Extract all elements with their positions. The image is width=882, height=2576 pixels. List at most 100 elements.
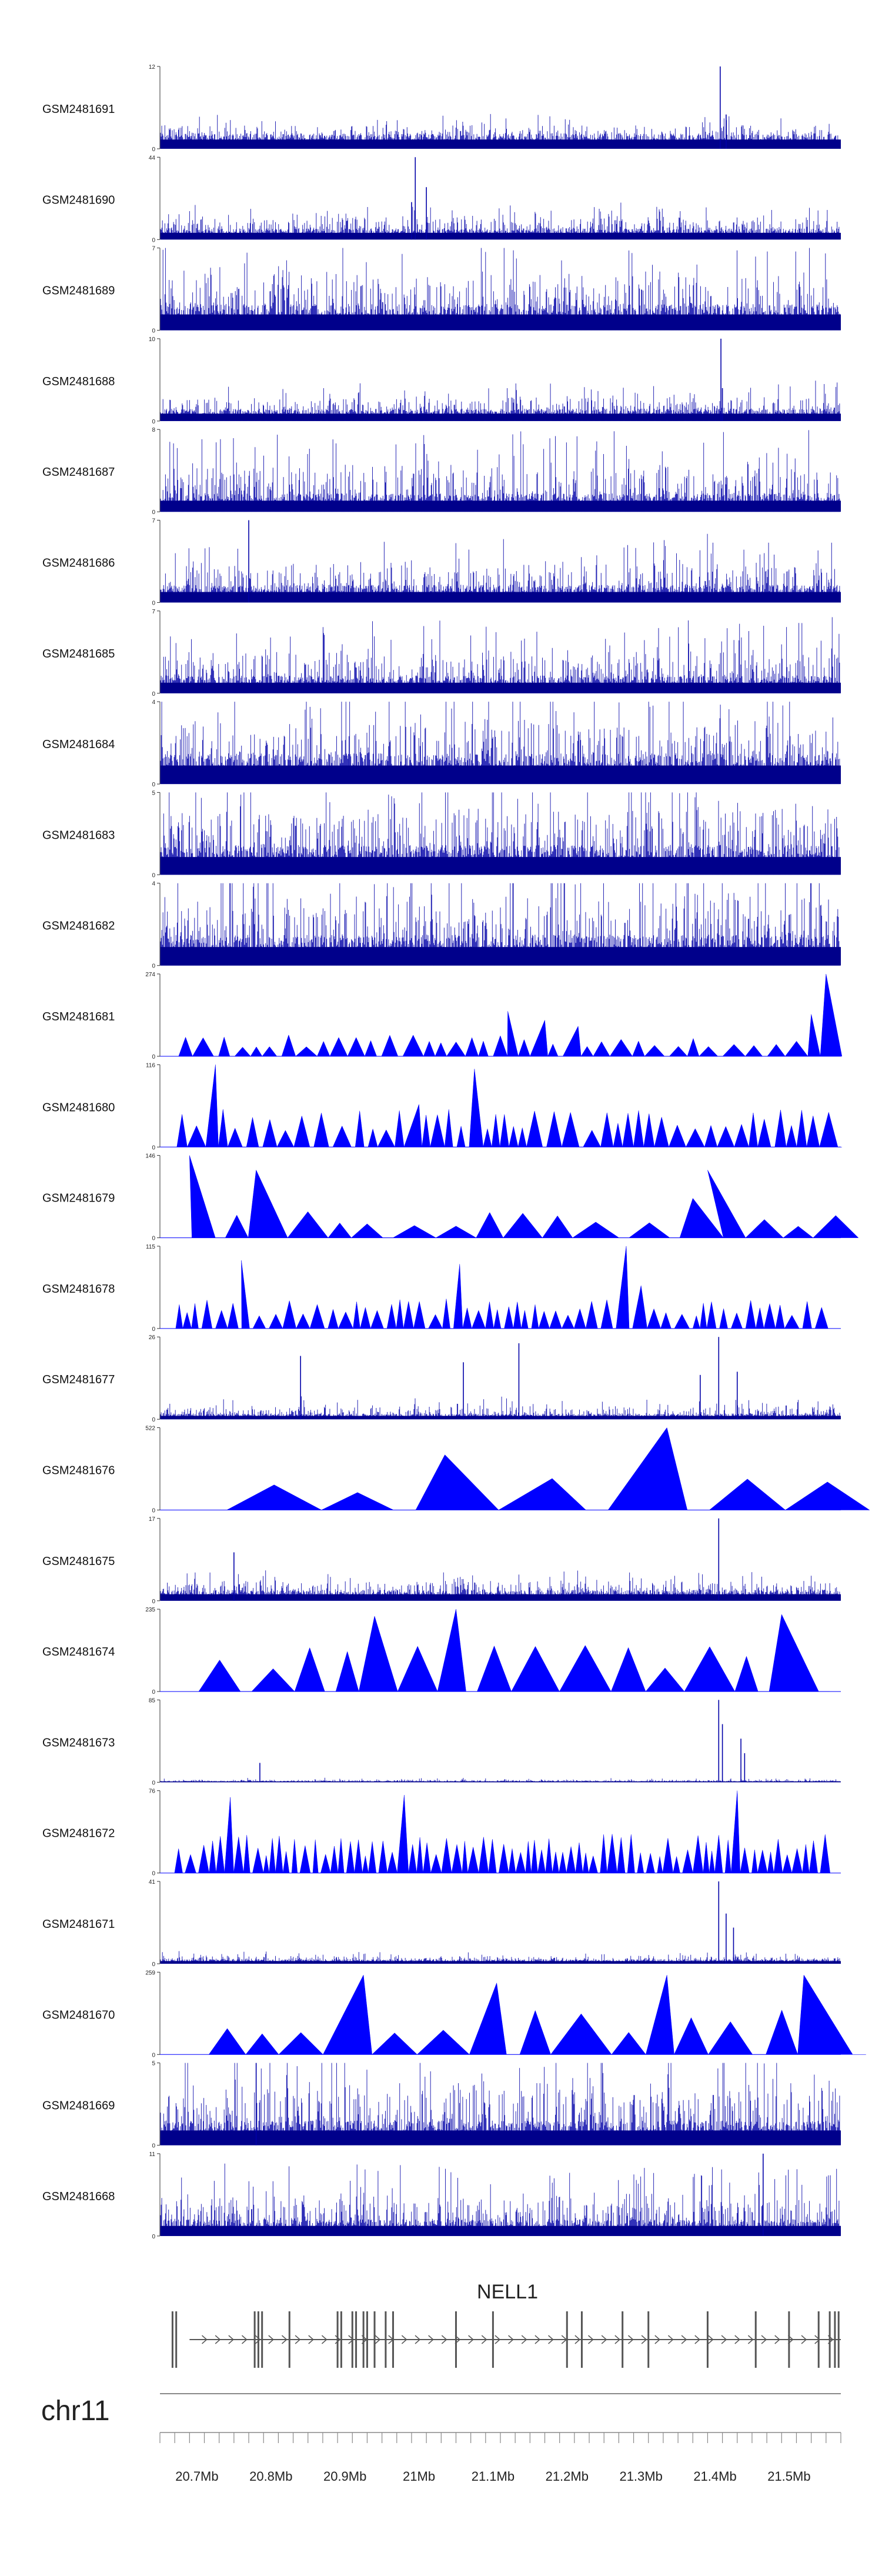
coverage-base [161,1961,841,1964]
y-tick-label-min: 0 [152,146,155,153]
strand-arrow [321,2335,328,2344]
exon [340,2311,342,2368]
track-label: GSM2481680 [42,1101,115,1114]
track-label: GSM2481676 [42,1464,115,1477]
strand-arrow [721,2335,727,2344]
coverage-area [174,1790,830,1873]
coverage-bars [160,2163,840,2236]
x-tick-label: 21Mb [403,2469,435,2484]
coverage-area [176,1065,842,1148]
y-tick-label-max: 7 [152,518,155,525]
exon [837,2311,840,2368]
y-tick-label-max: 5 [152,2061,155,2067]
strand-arrow [574,2335,581,2344]
strand-arrow [202,2335,208,2344]
exon [566,2311,568,2368]
coverage-area [175,1246,828,1329]
track-label: GSM2481691 [42,103,115,116]
strand-arrow [295,2335,301,2344]
track-label: GSM2481687 [42,466,115,479]
y-tick-label-min: 0 [152,600,155,607]
strand-arrow [628,2335,634,2344]
y-tick-label-max: 85 [149,1697,156,1704]
exon [622,2311,624,2368]
coverage-track: GSM2481689 7 0 [42,246,841,335]
strand-arrow [734,2335,740,2344]
exon [336,2311,339,2368]
strand-arrow [255,2335,261,2344]
coverage-base [161,500,841,512]
y-tick-label-max: 5 [152,790,155,796]
coverage-base [161,413,841,421]
y-tick-label-min: 0 [152,1961,155,1968]
track-label: GSM2481684 [42,738,115,751]
x-tick-label: 20.9Mb [323,2469,366,2484]
coverage-base [161,2225,841,2236]
y-tick-label-min: 0 [152,237,155,243]
coverage-track: GSM2481681 274 0 [42,972,843,1060]
coverage-base [161,1781,841,1783]
y-tick-label-max: 76 [149,1788,156,1795]
y-tick-label-max: 11 [149,2151,156,2158]
strand-arrow [694,2335,700,2344]
y-tick-label-max: 10 [149,336,156,343]
strand-arrow [495,2335,501,2344]
strand-arrow [668,2335,674,2344]
track-label: GSM2481673 [42,1736,115,1749]
exon [788,2311,790,2368]
track-label: GSM2481671 [42,1918,115,1931]
x-tick-label: 21.2Mb [546,2469,589,2484]
exon [257,2311,259,2368]
x-tick-label: 20.7Mb [175,2469,218,2484]
y-tick-label-min: 0 [152,963,155,970]
strand-arrow [481,2335,487,2344]
coverage-tracks: GSM2481691120GSM2481690440GSM248168970GS… [42,64,870,2240]
coverage-track: GSM2481688 10 0 [42,336,841,425]
strand-arrow [428,2335,434,2344]
y-tick-label-min: 0 [152,1236,155,1242]
x-tick-label: 21.3Mb [619,2469,662,2484]
track-label: GSM2481683 [42,829,115,842]
strand-arrow [375,2335,381,2344]
y-tick-label-min: 0 [152,782,155,788]
track-label: GSM2481677 [42,1373,115,1386]
strand-arrow [601,2335,607,2344]
strand-arrow [548,2335,554,2344]
y-tick-label-max: 17 [149,1516,156,1523]
y-tick-label-min: 0 [152,2052,155,2058]
track-label: GSM2481670 [42,2008,115,2021]
coverage-base [161,1416,841,1420]
exon [455,2311,457,2368]
coverage-track: GSM2481678 115 0 [42,1244,841,1333]
x-tick-label: 21.5Mb [767,2469,810,2484]
y-tick-label-min: 0 [152,1508,155,1514]
y-tick-label-min: 0 [152,872,155,879]
y-tick-label-min: 0 [152,1599,155,1605]
exon [706,2311,709,2368]
y-tick-label-min: 0 [152,1780,155,1786]
coverage-track: GSM2481683 5 0 [42,790,841,879]
strand-arrow [588,2335,594,2344]
y-tick-label-min: 0 [152,1326,155,1333]
coverage-bars [160,617,840,693]
y-tick-label-min: 0 [152,1144,155,1151]
y-tick-label-max: 8 [152,427,155,433]
coverage-track: GSM2481680 116 0 [42,1062,842,1151]
coverage-track: GSM2481669 5 0 [42,2061,841,2150]
exon [175,2311,178,2368]
y-tick-label-max: 12 [149,64,156,71]
strand-arrow [521,2335,527,2344]
exon [253,2311,256,2368]
strand-arrow [228,2335,234,2344]
coverage-track: GSM2481679 146 0 [42,1153,859,1242]
strand-arrow [415,2335,421,2344]
y-tick-label-max: 41 [149,1879,156,1886]
track-label: GSM2481674 [42,1646,115,1659]
y-tick-label-max: 259 [145,1970,155,1976]
y-tick-label-min: 0 [152,1689,155,1696]
exon [362,2311,365,2368]
exon [373,2311,376,2368]
y-tick-label-min: 0 [152,419,155,425]
strand-arrow [761,2335,767,2344]
coverage-track: GSM2481687 8 0 [42,427,841,516]
